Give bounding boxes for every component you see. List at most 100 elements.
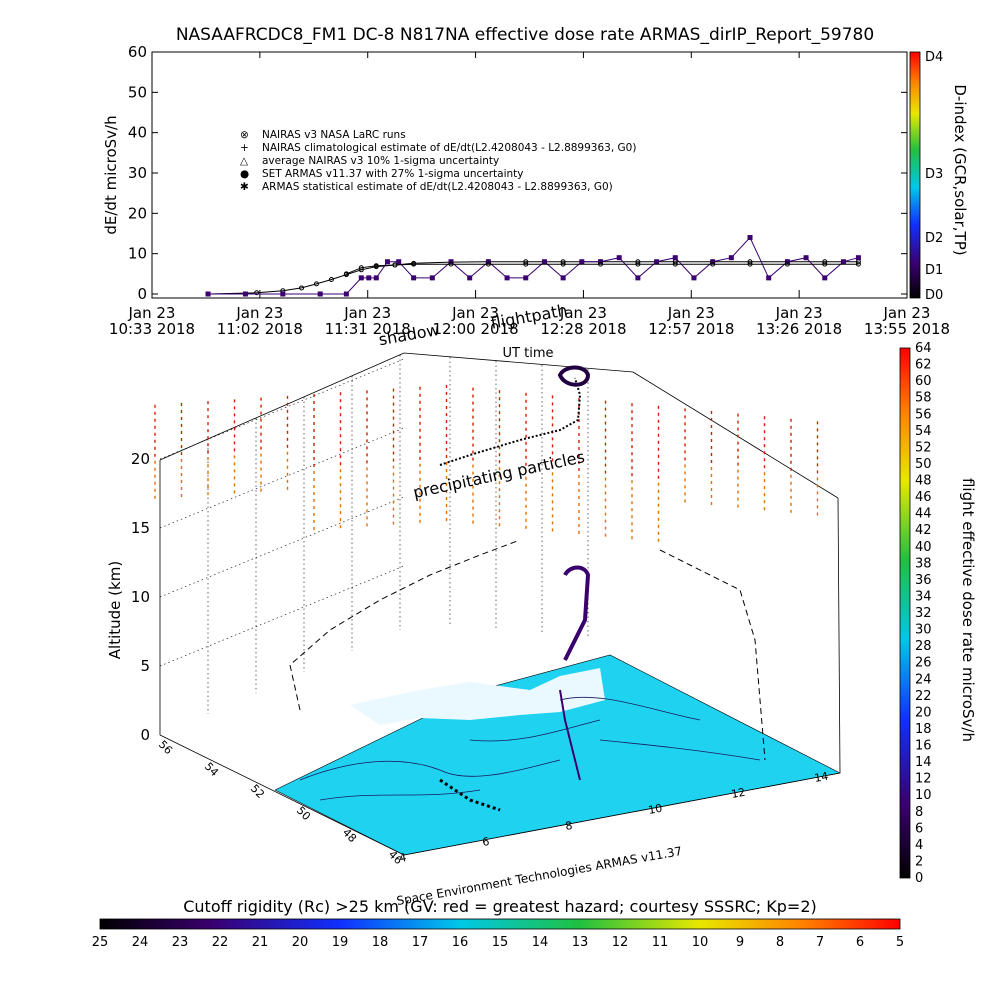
rc-tick-label: 13: [572, 935, 589, 950]
data-point: [411, 261, 417, 267]
data-point: [560, 275, 566, 281]
dose-tick-label: 36: [915, 573, 932, 588]
x-tick-label-time: 13:26 2018: [756, 320, 842, 338]
rc-tick-label: 20: [292, 935, 309, 950]
legend-marker: ✱: [240, 181, 249, 193]
altitude-axis-label: Altitude (km): [106, 561, 124, 659]
legend-marker: +: [240, 142, 249, 154]
dose-tick-label: 12: [915, 772, 932, 787]
dindex-colorbar-ticks: D0 D1 D2 D3 D4: [925, 50, 943, 303]
precipitating-particle-columns: [154, 385, 819, 542]
x-tick-label-time: 12:00 2018: [432, 320, 518, 338]
data-point: [328, 276, 334, 282]
legend-marker: △: [240, 155, 249, 167]
altitude-tick-label: 15: [131, 519, 150, 537]
grid-line: [159, 565, 405, 667]
timeseries-data: [205, 235, 861, 297]
dindex-tick-label: D1: [925, 263, 943, 278]
data-point: [254, 290, 260, 296]
data-point: [373, 263, 379, 269]
x-tick-label-date: Jan 23: [559, 304, 607, 322]
longitude-tick-label: 4: [398, 851, 407, 865]
data-point: [691, 275, 697, 281]
3d-grid: [159, 355, 589, 714]
data-point: [822, 275, 828, 281]
data-point: [280, 291, 286, 297]
timeseries-plot-frame: [151, 51, 908, 299]
data-point: [840, 259, 846, 265]
x-tick-label-date: Jan 23: [451, 304, 499, 322]
cutoff-rigidity-title: Cutoff rigidity (Rc) >25 km (GV: red = g…: [183, 897, 817, 916]
longitude-tick-label: 10: [647, 802, 663, 817]
rc-tick-label: 8: [776, 935, 784, 950]
dose-tick-label: 60: [915, 374, 932, 389]
data-point: [560, 261, 566, 267]
rc-tick-label: 23: [172, 935, 189, 950]
legend-entry: NAIRAS climatological estimate of dE/dt(…: [262, 142, 636, 154]
series-line: [346, 263, 859, 275]
timeseries-legend: ⊗ NAIRAS v3 NASA LaRC runs + NAIRAS climato…: [240, 129, 636, 193]
data-point: [747, 261, 753, 267]
land-region-light: [350, 668, 605, 725]
dose-tick-label: 50: [915, 457, 932, 472]
rc-tick-label: 21: [252, 935, 269, 950]
data-point: [317, 291, 323, 297]
dose-tick-label: 2: [915, 854, 923, 869]
rc-tick-label: 19: [332, 935, 349, 950]
y-tick-label: 40: [128, 124, 147, 142]
dose-tick-label: 20: [915, 705, 932, 720]
data-point: [504, 275, 510, 281]
x-tick-label-time: 13:55 2018: [864, 320, 950, 338]
rc-tick-label: 10: [692, 935, 709, 950]
altitude-tick-label: 5: [140, 657, 150, 675]
rc-tick-label: 7: [816, 935, 824, 950]
timeseries-x-axis-label: UT time: [503, 346, 554, 361]
dose-tick-label: 24: [915, 672, 932, 687]
dose-tick-label: 56: [915, 407, 932, 422]
data-point: [343, 271, 349, 277]
data-point: [710, 261, 716, 267]
x-tick-label-date: Jan 23: [343, 304, 391, 322]
x-tick-label-time: 12:28 2018: [540, 320, 626, 338]
flight-loop: [557, 365, 591, 387]
data-point: [747, 235, 753, 241]
dose-tick-label: 46: [915, 490, 932, 505]
dose-tick-label: 44: [915, 507, 932, 522]
flight-track-line: [439, 377, 582, 466]
legend-entry: SET ARMAS v11.37 with 27% 1-sigma uncert…: [262, 168, 524, 180]
data-point: [766, 275, 772, 281]
dose-tick-label: 62: [915, 358, 932, 373]
dose-tick-label: 10: [915, 788, 932, 803]
dose-tick-label: 14: [915, 755, 932, 770]
data-point: [579, 259, 585, 265]
legend-entry: ARMAS statistical estimate of dE/dt(L2.4…: [262, 181, 613, 193]
x-tick-label-date: Jan 23: [775, 304, 823, 322]
dindex-label: D-index (GCR,solar,TP): [951, 84, 969, 255]
y-tick-label: 60: [128, 43, 147, 61]
data-point: [384, 259, 390, 265]
data-point: [485, 261, 491, 267]
data-point: [392, 262, 398, 268]
x-tick-label-time: 11:02 2018: [217, 320, 303, 338]
data-point: [299, 285, 305, 291]
data-point: [205, 291, 211, 297]
dose-tick-label: 22: [915, 689, 932, 704]
dose-rate-colorbar-label: flight effective dose rate microSv/h: [959, 478, 977, 742]
dose-tick-label: 18: [915, 722, 932, 737]
dose-tick-label: 6: [915, 821, 923, 836]
rc-tick-label: 9: [736, 935, 744, 950]
data-point: [396, 259, 402, 265]
legend-entry: NAIRAS v3 NASA LaRC runs: [262, 129, 406, 141]
dose-tick-label: 30: [915, 623, 932, 638]
dose-tick-label: 48: [915, 474, 932, 489]
rc-tick-label: 24: [132, 935, 149, 950]
x-tick-label-date: Jan 23: [667, 304, 715, 322]
longitude-tick-label: 12: [730, 786, 746, 801]
longitude-tick-label: 8: [564, 819, 573, 833]
data-point: [541, 259, 547, 265]
figure-title: NASAAFRCDC8_FM1 DC-8 N817NA effective do…: [176, 25, 874, 45]
dose-tick-label: 54: [915, 424, 932, 439]
